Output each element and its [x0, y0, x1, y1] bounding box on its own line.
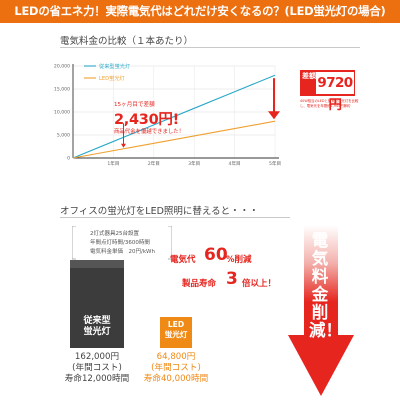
led-cost: 64,800円: [156, 352, 196, 362]
y-tick-label: 20,000: [54, 64, 70, 70]
x-tick-label: 1年目: [107, 160, 119, 167]
led-fixture-box: [160, 317, 192, 348]
conventional-lifetime: 寿命12,000時間: [64, 374, 130, 384]
legend-label-1: LED蛍光灯: [99, 74, 125, 82]
difference-arrow-head: [268, 111, 280, 120]
reduction-arrow: [288, 225, 354, 396]
callout-arrow-head: [121, 143, 126, 148]
x-tick-label: 4年目: [229, 160, 241, 167]
office-section-divider: [60, 217, 290, 218]
benefit-power-value: 60: [204, 245, 228, 265]
chart-section-divider: [60, 47, 360, 48]
conventional-fixture-box-top: [70, 260, 124, 270]
led-fixture-label-text: LED 蛍光灯: [164, 320, 188, 339]
condition-hours: 年間点灯時間/3600時間: [90, 240, 150, 246]
difference-value: 9720円: [316, 72, 354, 113]
chart-series: [72, 74, 276, 159]
benefit-life-value: 3: [226, 269, 238, 289]
condition-rate: 電気料金単価 20円/kWh: [90, 249, 155, 255]
benefit-power-suffix: %削減: [226, 255, 252, 265]
difference-note: 40W相当のLEDと従来型蛍光灯を比較し、電気代を年間約1,944円節約: [300, 99, 359, 108]
callout-amount: 2,430円!: [114, 112, 179, 128]
chart-tick-labels: 20,000 15,000 10,000 5,000 0 1年目 2年目 3年目 4年目 5年目: [54, 64, 281, 167]
x-tick-label: 5年目: [269, 160, 281, 167]
conventional-cost: 162,000円: [74, 352, 120, 362]
callout-note: 商品代金を優越できました！: [114, 129, 185, 135]
conditions-bracket: [72, 226, 172, 260]
reduction-arrow-text: 電気料金削減！: [309, 231, 342, 340]
y-tick-label: 0: [67, 156, 70, 162]
y-tick-label: 10,000: [54, 110, 70, 116]
header-banner: [0, 0, 400, 23]
y-tick-label: 5,000: [57, 133, 70, 139]
chart-section-title: 電気料金の比較（１本あたり）: [60, 36, 194, 47]
led-cost-note: (年間コスト): [151, 363, 201, 373]
condition-fixtures: 2灯式器具25台設置: [90, 231, 139, 237]
led-fixture-label: LED 蛍光灯: [162, 320, 190, 340]
difference-label: 差額: [302, 72, 316, 80]
chart-arrows: [121, 78, 280, 148]
benefit-life-suffix: 倍以上！: [242, 279, 277, 289]
conventional-fixture-label-text: 従来型 蛍光灯: [83, 316, 111, 337]
chart-legend: 従来型蛍光灯 LED蛍光灯: [84, 62, 130, 82]
legend-label-0: 従来型蛍光灯: [99, 62, 130, 70]
reduction-arrow-label: 電気料金削減！: [309, 231, 342, 340]
y-tick-label: 15,000: [54, 87, 70, 93]
callout-heading: 15ヶ月目で差額: [114, 102, 155, 108]
series-line-1: [72, 120, 276, 159]
conventional-cost-note: (年間コスト): [72, 363, 122, 373]
chart-axes: [72, 64, 279, 159]
x-tick-label: 2年目: [148, 160, 160, 167]
series-line-0: [72, 74, 276, 159]
benefit-life-prefix: 製品寿命: [182, 279, 217, 289]
x-tick-label: 3年目: [188, 160, 200, 167]
conventional-fixture-label: 従来型 蛍光灯: [80, 316, 114, 338]
led-lifetime: 寿命40,000時間: [143, 374, 209, 384]
header-banner-text: LEDの省エネ力！実際電気代はどれだけ安くなるの？(LED蛍光灯の場合): [14, 4, 386, 18]
conventional-fixture-box: [70, 268, 124, 348]
office-section-title: オフィスの蛍光灯をLED照明に替えると・・・: [60, 206, 259, 217]
benefit-power-prefix: 電気代: [170, 255, 196, 265]
cost-comparison-chart: 従来型蛍光灯 LED蛍光灯 20,000 15,000 10,000 5,000 0 1年目…: [54, 62, 281, 167]
